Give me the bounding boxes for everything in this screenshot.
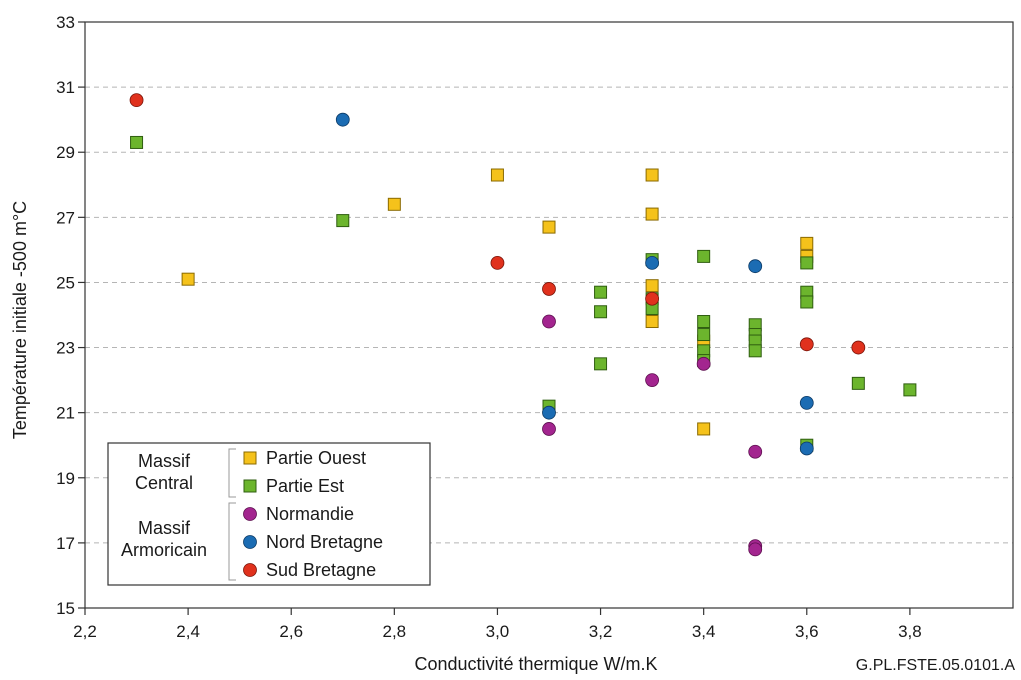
data-point-partie-ouest: [387, 197, 401, 211]
data-point-normandie: [542, 422, 556, 436]
y-tick-label: 31: [56, 78, 75, 97]
x-tick-label: 3,2: [589, 622, 613, 641]
series-nord-bretagne: [335, 112, 814, 456]
data-point-partie-est: [800, 295, 814, 309]
x-tick-label: 3,8: [898, 622, 922, 641]
data-point-partie-est: [800, 256, 814, 270]
data-point-partie-est: [697, 328, 711, 342]
series-partie-est: [130, 135, 917, 452]
data-point-partie-ouest: [800, 236, 814, 250]
legend-marker-sud-bretagne: [243, 563, 257, 577]
legend-label-partie-ouest: Partie Ouest: [266, 448, 366, 468]
data-point-partie-ouest: [181, 272, 195, 286]
legend-group-label: Central: [135, 473, 193, 493]
data-point-partie-ouest: [490, 168, 504, 182]
legend-group-label: Massif: [138, 518, 191, 538]
data-point-partie-est: [336, 214, 350, 228]
y-axis-title: Température initiale -500 m°C: [10, 201, 30, 439]
y-tick-label: 19: [56, 469, 75, 488]
data-point-sud-bretagne: [799, 337, 814, 352]
legend-marker-partie-est: [243, 479, 257, 493]
x-tick-label: 2,6: [279, 622, 303, 641]
x-tick-label: 2,2: [73, 622, 97, 641]
data-point-partie-ouest: [645, 279, 659, 293]
data-point-partie-est: [697, 315, 711, 329]
legend-label-normandie: Normandie: [266, 504, 354, 524]
data-point-sud-bretagne: [129, 93, 144, 108]
series-partie-ouest: [181, 168, 814, 436]
data-point-nord-bretagne: [645, 256, 660, 270]
data-point-partie-est: [130, 135, 144, 149]
data-point-partie-est: [697, 249, 711, 263]
y-tick-label: 33: [56, 13, 75, 32]
y-tick-label: 17: [56, 534, 75, 553]
legend-group-label: Armoricain: [121, 540, 207, 560]
y-tick-label: 15: [56, 599, 75, 618]
data-point-sud-bretagne: [542, 282, 556, 296]
legend-bracket: [228, 502, 236, 581]
data-points: [129, 93, 917, 557]
data-point-nord-bretagne: [748, 259, 763, 274]
figure-reference: G.PL.FSTE.05.0101.A: [856, 657, 1016, 674]
x-tick-label: 3,4: [692, 622, 716, 641]
data-point-normandie: [696, 356, 711, 371]
data-point-partie-ouest: [542, 220, 556, 234]
data-point-normandie: [748, 444, 763, 459]
x-tick-label: 3,6: [795, 622, 819, 641]
data-point-normandie: [542, 314, 556, 329]
data-point-partie-ouest: [645, 168, 659, 182]
legend-label-nord-bretagne: Nord Bretagne: [266, 532, 383, 552]
y-tick-label: 27: [56, 208, 75, 227]
y-axis: 15 17 19 21 23 25 27 29 31 33: [56, 13, 85, 618]
x-axis: 2,2 2,4 2,6 2,8 3,0 3,2 3,4 3,6 3,8: [73, 608, 922, 641]
data-point-partie-ouest: [645, 207, 659, 221]
data-point-nord-bretagne: [799, 395, 814, 410]
data-point-partie-est: [903, 383, 917, 397]
data-point-partie-est: [851, 376, 865, 390]
y-tick-label: 23: [56, 339, 75, 358]
y-tick-label: 25: [56, 273, 75, 292]
data-point-normandie: [645, 373, 660, 388]
data-point-normandie: [748, 542, 763, 557]
legend-marker-normandie: [243, 507, 257, 521]
legend-marker-nord-bretagne: [243, 535, 257, 549]
x-tick-label: 2,8: [383, 622, 407, 641]
y-tick-label: 21: [56, 404, 75, 423]
legend-box: [107, 442, 431, 586]
data-point-sud-bretagne: [645, 291, 660, 306]
data-point-nord-bretagne: [542, 405, 556, 420]
data-point-partie-est: [594, 285, 608, 299]
x-tick-label: 3,0: [486, 622, 510, 641]
legend-group-label: Massif: [138, 451, 191, 471]
plot-area: [84, 21, 1014, 609]
data-point-nord-bretagne: [799, 441, 814, 456]
data-point-partie-est: [594, 305, 608, 319]
data-point-partie-ouest: [645, 315, 659, 329]
data-point-partie-ouest: [697, 422, 711, 436]
legend-marker-partie-ouest: [243, 451, 257, 465]
x-tick-label: 2,4: [176, 622, 200, 641]
data-point-nord-bretagne: [335, 112, 350, 127]
legend-label-sud-bretagne: Sud Bretagne: [266, 560, 376, 580]
data-point-partie-est: [594, 357, 608, 371]
legend-bracket: [228, 448, 236, 498]
data-point-sud-bretagne: [490, 256, 505, 270]
data-point-sud-bretagne: [851, 340, 866, 355]
series-normandie: [542, 314, 763, 557]
legend-label-partie-est: Partie Est: [266, 476, 344, 496]
x-axis-title: Conductivité thermique W/m.K: [414, 654, 657, 674]
y-tick-label: 29: [56, 143, 75, 162]
data-point-partie-est: [748, 344, 762, 358]
series-sud-bretagne: [129, 93, 866, 355]
